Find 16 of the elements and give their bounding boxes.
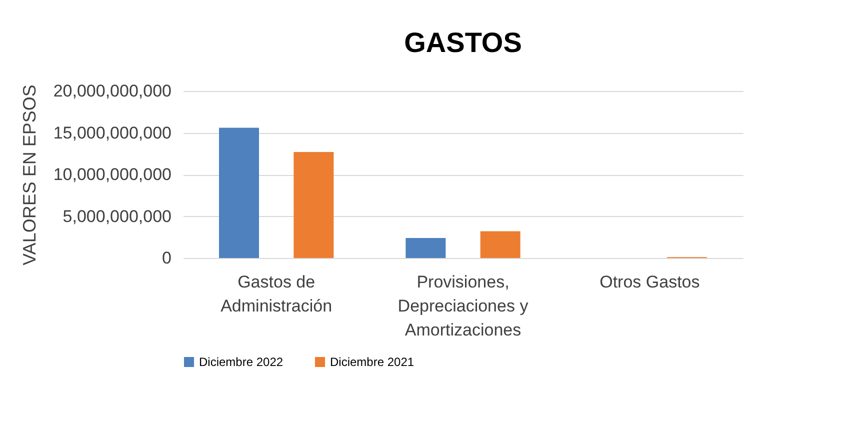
chart-title: GASTOS (404, 27, 522, 58)
y-tick-label: 10,000,000,000 (53, 165, 172, 184)
bar (480, 231, 520, 258)
x-tick-label: Otros Gastos (600, 272, 700, 292)
bar (406, 238, 446, 258)
bar (219, 128, 259, 258)
legend-label: Diciembre 2021 (330, 355, 414, 369)
y-axis-title: VALORES EN EPSOS (19, 84, 40, 266)
legend-label: Diciembre 2022 (199, 355, 284, 369)
y-tick-label: 0 (162, 248, 172, 268)
x-tick-label: Gastos de Administración (220, 272, 332, 316)
y-tick-label: 15,000,000,000 (53, 123, 172, 142)
x-tick-label: Provisiones, Depreciaciones y Amortizaciones (398, 272, 529, 340)
y-tick-label: 20,000,000,000 (53, 82, 172, 100)
y-tick-label: 5,000,000,000 (62, 206, 172, 226)
bar (294, 152, 334, 258)
